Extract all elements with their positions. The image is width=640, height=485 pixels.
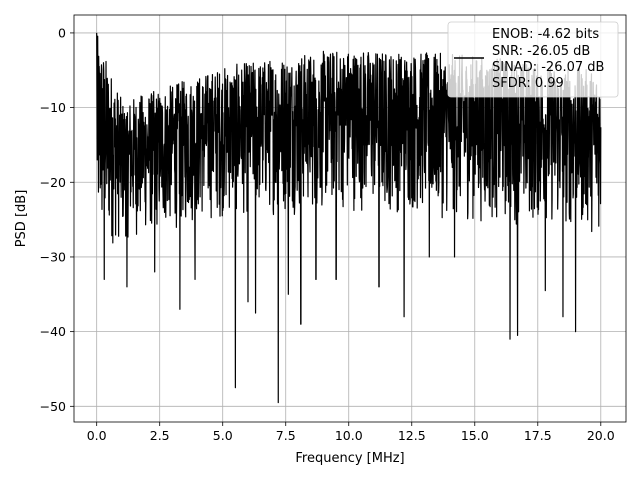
x-tick-label: 2.5 — [150, 428, 170, 443]
plot-frame — [73, 14, 627, 423]
x-tick-label: 10.0 — [335, 428, 363, 443]
y-tick-label: −10 — [40, 100, 66, 115]
x-tick-label: 15.0 — [461, 428, 489, 443]
legend-box — [447, 21, 619, 98]
legend-entry-enob: ENOB: -4.62 bits — [492, 27, 599, 42]
x-tick-label: 5.0 — [213, 428, 233, 443]
y-tick-label: −50 — [40, 399, 66, 414]
ticks: 0.0 2.5 5.0 7.5 10.0 12.5 15.0 17.5 20.0 0 −10 −20 −… — [40, 25, 615, 443]
x-axis-label: Frequency [MHz] — [295, 451, 404, 466]
y-tick-label: −30 — [40, 249, 66, 264]
x-tick-label: 17.5 — [524, 428, 552, 443]
x-tick-label: 12.5 — [398, 428, 426, 443]
y-axis-label: PSD [dB] — [14, 190, 29, 248]
y-tick-label: −20 — [40, 175, 66, 190]
legend: ENOB: -4.62 bits SNR: -26.05 dB SINAD: -… — [447, 21, 619, 98]
y-tick-label: 0 — [58, 25, 66, 40]
x-tick-label: 7.5 — [276, 428, 296, 443]
legend-entry-sfdr: SFDR: 0.99 — [492, 76, 564, 91]
legend-entry-sinad: SINAD: -26.07 dB — [492, 60, 604, 75]
x-tick-label: 0.0 — [87, 428, 107, 443]
x-tick-label: 20.0 — [587, 428, 615, 443]
y-tick-label: −40 — [40, 324, 66, 339]
legend-entry-snr: SNR: -26.05 dB — [492, 44, 590, 59]
